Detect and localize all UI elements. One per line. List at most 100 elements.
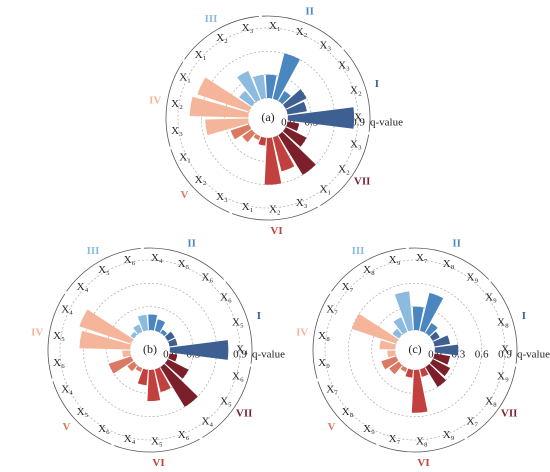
bar <box>265 74 277 99</box>
bar <box>286 101 307 115</box>
group-arc <box>343 49 371 132</box>
bar <box>272 53 300 101</box>
bar <box>164 331 175 341</box>
group-label: VI <box>417 457 429 469</box>
bar <box>164 359 189 379</box>
category-label: X₁ <box>269 20 281 32</box>
grid-circle <box>347 282 483 418</box>
category-label: X₉ <box>389 254 401 266</box>
category-label: X₃ <box>350 139 362 151</box>
category-label: X₁ <box>242 201 254 213</box>
bar <box>272 135 295 172</box>
grid-circle <box>324 259 506 441</box>
group-arc <box>317 381 377 445</box>
group-arc <box>170 149 230 213</box>
group-label: IV <box>31 327 43 339</box>
bar <box>148 314 158 331</box>
category-label: X₆ <box>124 254 136 266</box>
group-arc <box>114 438 200 453</box>
category-label: X₂ <box>216 32 228 44</box>
group-label: VII <box>354 176 371 188</box>
bar <box>405 368 414 378</box>
category-label: X₄ <box>236 344 248 356</box>
bar <box>419 292 444 333</box>
group-label: III <box>205 13 218 25</box>
category-label: X₇ <box>466 415 478 427</box>
group-arc <box>47 293 66 379</box>
category-label: X₁ <box>354 112 366 124</box>
category-label: X₄ <box>151 252 163 264</box>
group-arc <box>225 281 253 364</box>
category-label: X₉ <box>466 272 478 284</box>
category-label: X₂ <box>195 174 207 186</box>
group-arc <box>320 134 370 206</box>
bar <box>108 356 134 374</box>
group-label: III <box>87 245 100 257</box>
group-arc <box>66 248 141 292</box>
bar <box>169 340 229 360</box>
bar <box>425 363 447 387</box>
r-tick-label: 0.9 <box>351 117 365 129</box>
group-label: V <box>327 421 335 433</box>
bar <box>253 74 267 100</box>
category-label: X₃ <box>171 125 183 137</box>
category-label: X₅ <box>232 316 244 328</box>
category-label: X₄ <box>61 304 73 316</box>
category-label: X₁ <box>179 72 191 84</box>
category-label: X₅ <box>77 406 89 418</box>
category-label: X₈ <box>485 395 497 407</box>
bar <box>264 137 282 185</box>
group-label: IV <box>149 95 161 107</box>
category-label: X₄ <box>77 281 89 293</box>
group-label: VII <box>236 408 253 420</box>
panel-label: (b) <box>143 342 157 356</box>
bar <box>160 363 198 407</box>
bar <box>137 314 149 332</box>
category-label: X₈ <box>416 435 428 447</box>
bar <box>239 90 256 107</box>
group-arc <box>52 381 112 445</box>
bar <box>197 77 252 112</box>
bar <box>160 329 168 337</box>
category-label: X₉ <box>497 371 509 383</box>
group-arc <box>331 248 406 292</box>
bar <box>429 331 440 341</box>
group-label: I <box>522 310 526 322</box>
group-arc <box>143 247 225 280</box>
bar <box>379 340 396 350</box>
category-label: X₆ <box>98 423 110 435</box>
category-label: X₂ <box>338 163 350 175</box>
bar <box>147 369 161 402</box>
category-label: X₅ <box>53 330 65 342</box>
bar <box>286 121 300 132</box>
bar <box>278 131 316 175</box>
group-arc <box>490 281 518 364</box>
bar <box>253 133 261 141</box>
bar <box>393 317 408 335</box>
bar <box>237 70 261 103</box>
group-label: V <box>180 189 188 201</box>
bar <box>411 369 428 413</box>
category-label: X₅ <box>220 395 232 407</box>
category-label: X₆ <box>232 371 244 383</box>
axis-label: q-value <box>252 349 285 361</box>
category-label: X₈ <box>342 406 354 418</box>
category-label: X₁ <box>195 49 207 61</box>
panel-label: (a) <box>261 110 274 124</box>
bar <box>79 330 131 350</box>
category-label: X₇ <box>501 344 513 356</box>
category-label: X₆ <box>201 272 213 284</box>
group-label: VII <box>501 408 518 420</box>
bar <box>282 89 307 109</box>
bar <box>168 338 178 347</box>
bar <box>205 118 249 136</box>
group-label: IV <box>296 327 308 339</box>
category-label: X₄ <box>201 415 213 427</box>
category-label: X₆ <box>178 429 190 441</box>
bar <box>135 365 143 373</box>
category-label: X₆ <box>220 292 232 304</box>
group-label: V <box>62 421 70 433</box>
category-label: X₇ <box>416 252 428 264</box>
group-label: II <box>452 237 461 249</box>
bar <box>394 291 414 332</box>
